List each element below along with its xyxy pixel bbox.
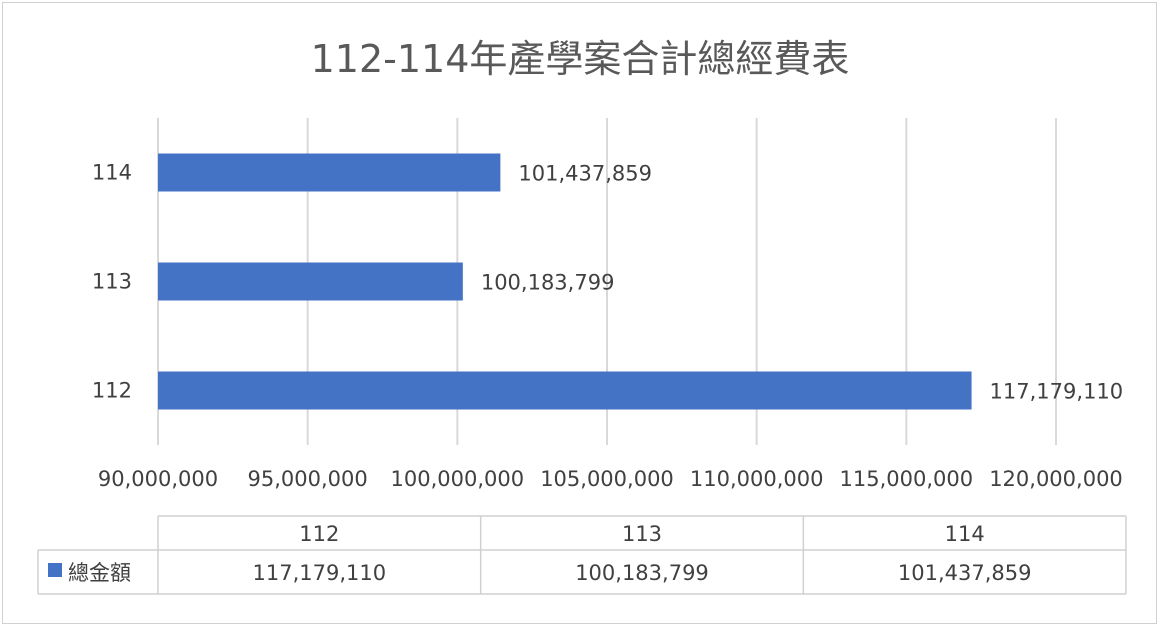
table-value-cell: 117,179,110 — [253, 561, 387, 585]
x-tick-label: 120,000,000 — [989, 467, 1123, 491]
category-labels: 112 113 114 — [92, 161, 132, 403]
category-label: 113 — [92, 270, 132, 294]
bar — [158, 262, 463, 301]
bar — [158, 371, 972, 410]
x-axis-tick-labels: 90,000,000 95,000,000 100,000,000 105,000,0… — [98, 467, 1123, 491]
bar — [158, 153, 501, 192]
x-tick-label: 105,000,000 — [540, 467, 674, 491]
table-header-cell: 113 — [622, 522, 662, 546]
data-label: 100,183,799 — [481, 271, 615, 295]
table-header-cell: 112 — [299, 522, 339, 546]
chart-title: 112-114年產學案合計總經費表 — [311, 37, 850, 81]
x-tick-label: 110,000,000 — [690, 467, 824, 491]
data-label: 117,179,110 — [990, 380, 1124, 404]
bars — [158, 153, 972, 410]
x-tick-label: 95,000,000 — [248, 467, 368, 491]
x-tick-label: 100,000,000 — [391, 467, 525, 491]
data-labels: 117,179,110 100,183,799 101,437,859 — [481, 162, 1123, 404]
table-row-label: 總金額 — [68, 561, 131, 585]
data-table: 112 113 114 117,179,110 100,183,799 101,437,8… — [37, 515, 1127, 595]
category-label: 114 — [92, 161, 132, 185]
x-tick-label: 90,000,000 — [98, 467, 218, 491]
data-label: 101,437,859 — [518, 162, 652, 186]
table-header-cell: 114 — [945, 522, 985, 546]
x-tick-label: 115,000,000 — [840, 467, 974, 491]
table-value-cell: 101,437,859 — [898, 561, 1032, 585]
category-label: 112 — [92, 379, 132, 403]
table-value-cell: 100,183,799 — [575, 561, 709, 585]
legend-swatch — [48, 563, 62, 577]
